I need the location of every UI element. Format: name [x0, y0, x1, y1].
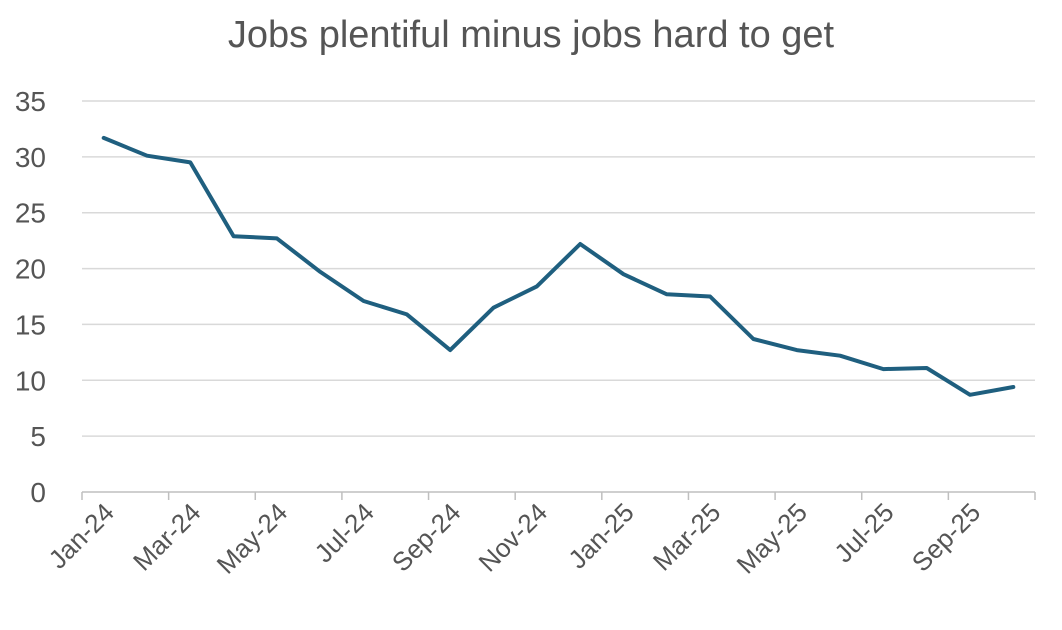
x-tick-label: Mar-24 — [127, 497, 206, 576]
x-tick-label: May-24 — [211, 497, 294, 580]
chart-title: Jobs plentiful minus jobs hard to get — [227, 14, 835, 56]
x-tick-label: May-25 — [730, 497, 813, 580]
x-tick-label: Jul-25 — [828, 497, 899, 568]
x-axis-ticks: Jan-24 Mar-24 May-24 Jul-24 Sep-24 Nov-24 Jan-… — [42, 497, 986, 580]
x-tick-label: Sep-25 — [906, 497, 986, 577]
series-layer — [101, 135, 1016, 397]
y-tick-label: 10 — [15, 365, 46, 396]
x-axis — [81, 491, 1036, 500]
x-tick-label: Nov-24 — [473, 497, 553, 577]
x-tick-label: Jul-24 — [309, 497, 380, 568]
x-tick-label: Sep-24 — [386, 497, 466, 577]
gridlines — [82, 100, 1035, 437]
series-line — [101, 135, 1016, 397]
y-tick-label: 15 — [15, 309, 46, 340]
x-tick-label: Jan-25 — [562, 497, 639, 574]
y-tick-label: 0 — [30, 477, 46, 508]
y-tick-label: 5 — [30, 421, 46, 452]
x-tick-label: Mar-25 — [647, 497, 726, 576]
y-tick-label: 25 — [15, 198, 46, 229]
y-axis-ticks: 0 5 10 15 20 25 30 35 — [15, 86, 46, 508]
x-tick-label: Jan-24 — [42, 497, 119, 574]
y-tick-label: 35 — [15, 86, 46, 117]
y-tick-label: 30 — [15, 142, 46, 173]
y-tick-label: 20 — [15, 254, 46, 285]
